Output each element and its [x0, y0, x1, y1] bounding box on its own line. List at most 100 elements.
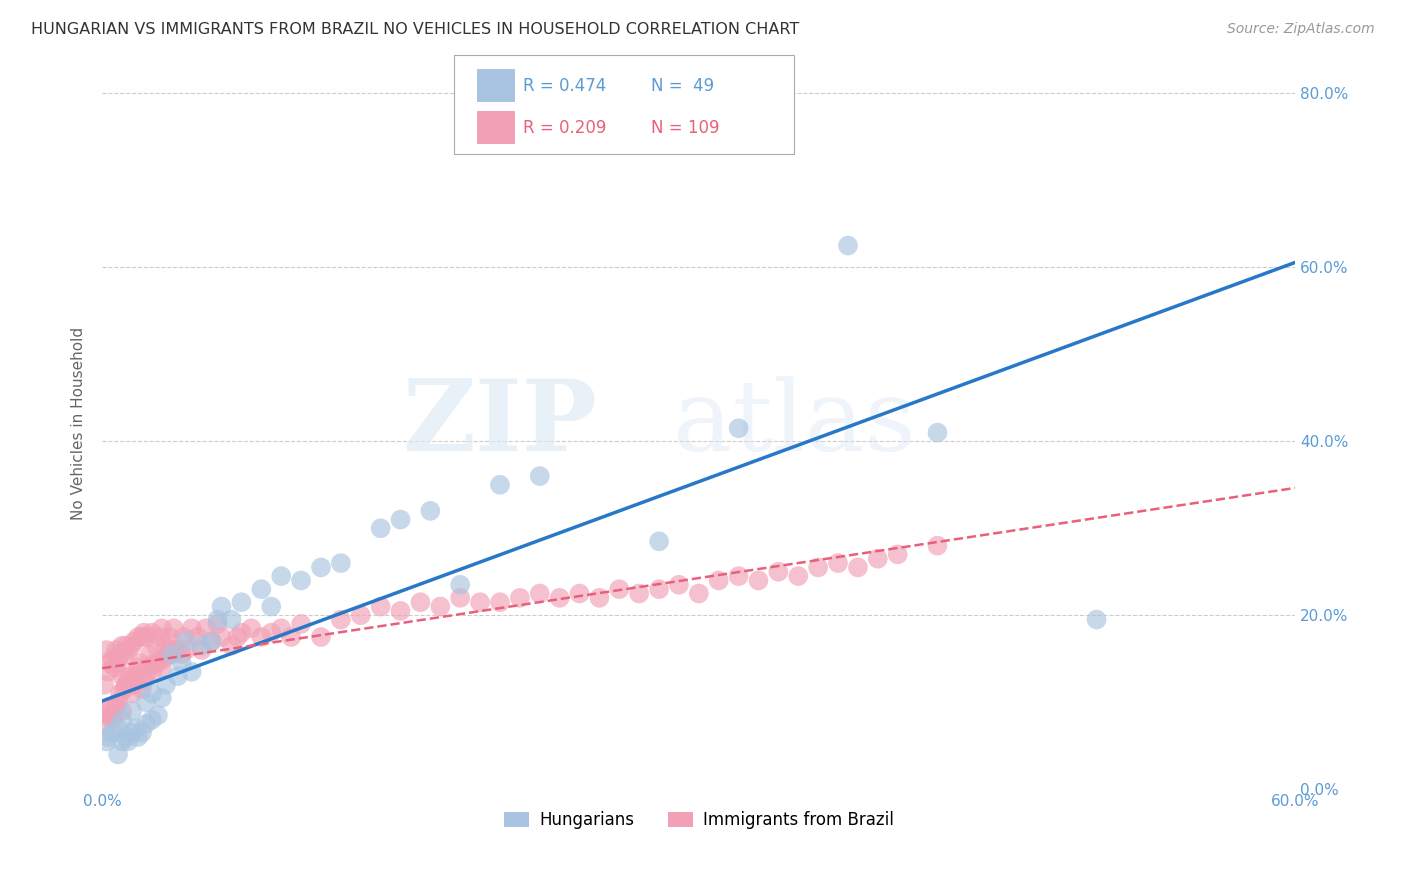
- Point: [101, 652, 124, 666]
- FancyBboxPatch shape: [454, 55, 794, 153]
- Point: [127, 730, 149, 744]
- Point: [280, 630, 302, 644]
- Point: [146, 708, 169, 723]
- Point: [1085, 613, 1108, 627]
- Point: [250, 582, 273, 596]
- Point: [111, 639, 134, 653]
- Point: [607, 582, 630, 596]
- Point: [707, 574, 730, 588]
- Point: [688, 586, 710, 600]
- Point: [141, 713, 163, 727]
- Point: [221, 639, 243, 653]
- Point: [529, 586, 551, 600]
- Point: [96, 643, 118, 657]
- Point: [290, 574, 312, 588]
- Point: [117, 643, 139, 657]
- Point: [180, 621, 202, 635]
- Point: [107, 656, 129, 670]
- FancyBboxPatch shape: [477, 112, 515, 145]
- Point: [150, 660, 173, 674]
- Point: [370, 521, 392, 535]
- Point: [111, 669, 134, 683]
- Point: [231, 625, 253, 640]
- Point: [115, 678, 138, 692]
- Point: [132, 625, 155, 640]
- Point: [117, 673, 139, 688]
- Point: [146, 656, 169, 670]
- Point: [727, 421, 749, 435]
- Point: [489, 595, 512, 609]
- Point: [127, 660, 149, 674]
- Point: [105, 643, 128, 657]
- Point: [121, 687, 143, 701]
- Point: [166, 643, 188, 657]
- Point: [309, 630, 332, 644]
- Point: [93, 717, 115, 731]
- Point: [136, 660, 159, 674]
- Point: [329, 556, 352, 570]
- Point: [200, 634, 222, 648]
- Point: [132, 673, 155, 688]
- Point: [107, 695, 129, 709]
- Point: [111, 704, 134, 718]
- Point: [747, 574, 769, 588]
- Point: [155, 639, 177, 653]
- Point: [131, 725, 153, 739]
- Legend: Hungarians, Immigrants from Brazil: Hungarians, Immigrants from Brazil: [498, 805, 900, 836]
- Text: ZIP: ZIP: [402, 376, 598, 473]
- Point: [260, 599, 283, 614]
- Point: [170, 656, 193, 670]
- Point: [231, 595, 253, 609]
- Point: [139, 648, 162, 662]
- Point: [329, 613, 352, 627]
- Point: [190, 639, 212, 653]
- Point: [101, 713, 124, 727]
- Point: [145, 639, 167, 653]
- Point: [207, 617, 229, 632]
- Point: [135, 717, 157, 731]
- Point: [174, 643, 197, 657]
- Point: [827, 556, 849, 570]
- Point: [107, 722, 129, 736]
- Point: [370, 599, 392, 614]
- Point: [628, 586, 651, 600]
- Point: [226, 630, 249, 644]
- Point: [807, 560, 830, 574]
- Point: [309, 560, 332, 574]
- Point: [290, 617, 312, 632]
- Point: [160, 648, 183, 662]
- Point: [648, 582, 671, 596]
- Point: [131, 682, 153, 697]
- Point: [111, 734, 134, 748]
- Point: [153, 652, 176, 666]
- Point: [98, 699, 121, 714]
- Point: [121, 639, 143, 653]
- Point: [142, 656, 165, 670]
- Point: [886, 547, 908, 561]
- Point: [135, 669, 157, 683]
- Point: [97, 730, 120, 744]
- Point: [927, 539, 949, 553]
- Point: [93, 678, 115, 692]
- Point: [127, 630, 149, 644]
- Point: [419, 504, 441, 518]
- Point: [409, 595, 432, 609]
- Point: [221, 613, 243, 627]
- Point: [568, 586, 591, 600]
- Point: [141, 687, 163, 701]
- Point: [125, 669, 148, 683]
- Point: [190, 643, 212, 657]
- Point: [350, 608, 373, 623]
- Point: [449, 578, 471, 592]
- Point: [449, 591, 471, 605]
- Point: [173, 630, 195, 644]
- Point: [429, 599, 451, 614]
- Point: [118, 669, 141, 683]
- Point: [389, 604, 412, 618]
- Point: [160, 643, 183, 657]
- Point: [250, 630, 273, 644]
- Point: [125, 722, 148, 736]
- FancyBboxPatch shape: [477, 69, 515, 103]
- Point: [96, 708, 118, 723]
- Point: [97, 665, 120, 679]
